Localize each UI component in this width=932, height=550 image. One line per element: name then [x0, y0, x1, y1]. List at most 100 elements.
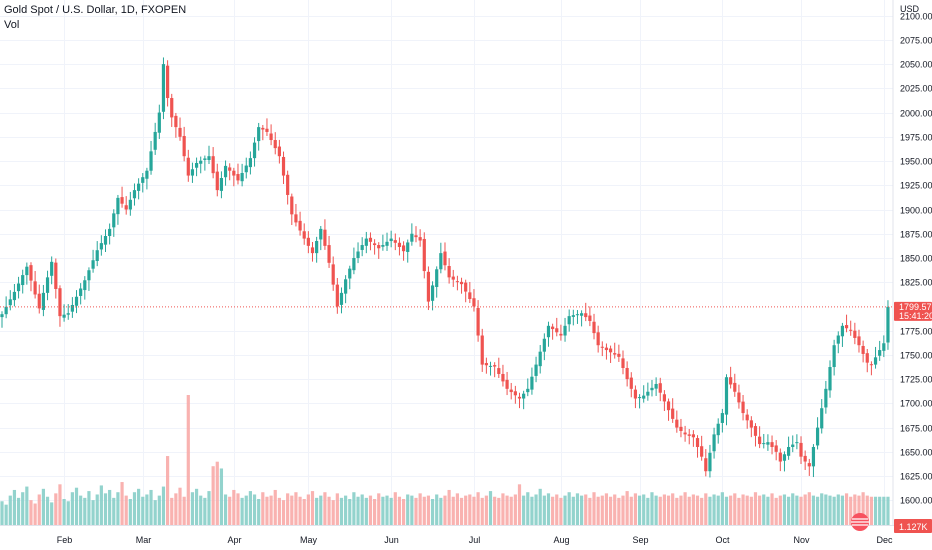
- volume-bar: [199, 495, 203, 525]
- volume-bar: [758, 495, 762, 525]
- candle-body: [331, 264, 335, 285]
- volume-bar: [766, 496, 770, 525]
- candle-body: [257, 127, 261, 142]
- last-price-badge: 1799.57 15:41:20: [894, 301, 932, 321]
- volume-bar: [488, 491, 493, 525]
- volume-bar: [281, 500, 286, 525]
- candle-body: [277, 146, 281, 157]
- volume-bar: [418, 493, 422, 525]
- time-axis[interactable]: Feb Mar Apr May Jun Jul Aug Sep Oct Nov Dec: [57, 535, 893, 545]
- candle-body: [575, 314, 580, 316]
- volume-bar: [315, 497, 319, 525]
- volume-bar: [306, 494, 310, 525]
- candle-body: [642, 395, 646, 399]
- volume-bar: [406, 494, 410, 525]
- volume-bar: [815, 496, 820, 525]
- price-tick-label: 1725.00: [900, 375, 932, 385]
- volume-bar: [45, 496, 50, 525]
- candle-body: [666, 401, 671, 411]
- candle-body: [815, 427, 820, 446]
- volume-bar: [873, 496, 878, 525]
- candle-body: [774, 445, 778, 452]
- volume-bar: [853, 494, 857, 525]
- volume-bar: [74, 487, 79, 525]
- candle-body: [323, 229, 327, 246]
- volume-bar: [538, 488, 542, 525]
- candle-body: [207, 156, 211, 161]
- price-tick-label: 1600.00: [900, 496, 932, 506]
- time-tick-label: Aug: [553, 535, 569, 545]
- candle-body: [509, 389, 513, 393]
- tradingview-logo-icon[interactable]: [851, 513, 869, 531]
- volume-bar: [236, 493, 240, 525]
- volume-bar: [604, 493, 609, 525]
- price-tick-label: 1950.00: [900, 157, 932, 167]
- volume-bar: [704, 493, 708, 525]
- volume-bar: [666, 495, 671, 525]
- candle-body: [50, 261, 54, 276]
- candle-body: [248, 158, 252, 168]
- volume-bar: [335, 493, 339, 525]
- candle-body: [364, 238, 368, 246]
- price-tick-label: 1675.00: [900, 424, 932, 434]
- candle-body: [124, 205, 128, 210]
- volume-bar: [108, 489, 112, 525]
- volume-bar: [733, 493, 737, 525]
- candle-body: [356, 251, 360, 258]
- volume-bar: [675, 497, 679, 525]
- volume-bar: [588, 497, 592, 525]
- candle-body: [753, 426, 758, 436]
- candle-body: [493, 365, 497, 367]
- candle-body: [592, 321, 596, 334]
- candle-body: [426, 271, 431, 302]
- volume-bar: [629, 496, 633, 525]
- candle-body: [844, 325, 849, 329]
- volume-bar: [12, 489, 17, 525]
- time-tick-label: Apr: [227, 535, 241, 545]
- candle-body: [8, 299, 12, 306]
- volume-bar: [219, 468, 224, 525]
- candle-body: [70, 304, 74, 312]
- candle-body: [137, 183, 141, 191]
- candle-body: [704, 458, 708, 472]
- volume-bar: [368, 495, 373, 525]
- candle-body: [199, 160, 203, 164]
- volume-bar: [720, 492, 724, 525]
- candle-body: [244, 165, 248, 173]
- candle-body: [294, 214, 298, 223]
- volume-bar: [501, 493, 505, 525]
- candle-body: [811, 446, 816, 467]
- volume-bar: [232, 489, 236, 525]
- volume-bar: [286, 493, 290, 525]
- candle-body: [596, 332, 600, 346]
- volume-bar: [207, 491, 211, 525]
- price-tick-label: 1750.00: [900, 351, 932, 361]
- candle-body: [878, 350, 882, 356]
- candle-body: [298, 220, 302, 231]
- time-tick-label: Nov: [793, 535, 810, 545]
- volume-bar: [695, 495, 700, 525]
- candle-body: [749, 420, 753, 428]
- volume-bar: [608, 496, 613, 525]
- candle-body: [853, 330, 857, 338]
- currency-label: USD: [900, 4, 920, 14]
- volume-bar: [468, 494, 472, 525]
- price-tick-label: 2100.00: [900, 12, 932, 22]
- volume-bar: [575, 493, 580, 525]
- candle-body: [422, 238, 426, 272]
- candle-body: [559, 333, 563, 336]
- volume-bar: [662, 494, 666, 525]
- price-axis[interactable]: 1600.00 1625.00 1650.00 1675.00 1700.00 1725.…: [900, 12, 932, 506]
- candle-body: [281, 156, 286, 176]
- candle-body: [430, 285, 435, 301]
- volume-bar: [422, 496, 426, 525]
- price-grid: [0, 0, 893, 525]
- volume-bar: [153, 500, 157, 525]
- symbol-title[interactable]: Gold Spot / U.S. Dollar, 1D, FXOPEN: [4, 4, 187, 16]
- candle-body: [658, 383, 662, 393]
- volume-bar: [878, 496, 882, 525]
- candle-body: [435, 269, 439, 287]
- time-tick-label: Jun: [384, 535, 399, 545]
- candle-body: [389, 238, 393, 242]
